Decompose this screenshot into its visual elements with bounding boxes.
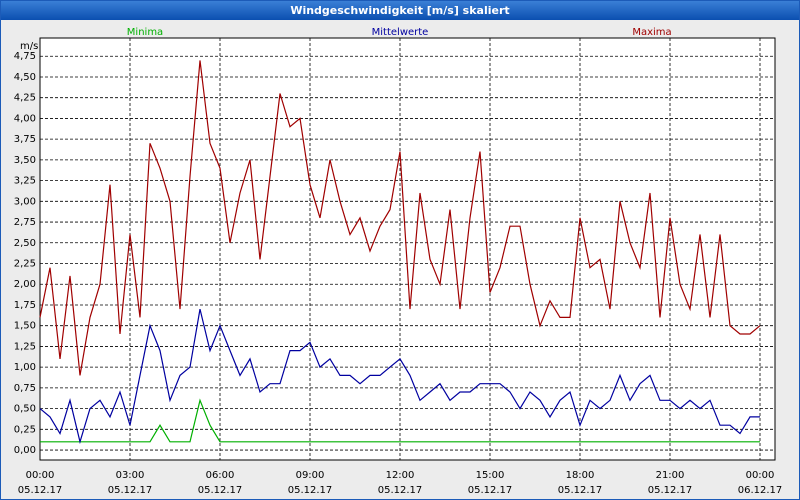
- y-tick-label: 3,25: [14, 176, 36, 187]
- x-tick-date: 06.12.17: [738, 485, 783, 496]
- y-tick-label: 2,00: [14, 279, 36, 290]
- y-tick-label: 4,75: [14, 51, 36, 62]
- chart-title: Windgeschwindigkeit [m/s] skaliert: [290, 4, 509, 17]
- y-tick-label: 4,25: [14, 93, 36, 104]
- series-line: [39, 308, 760, 445]
- x-tick-date: 05.12.17: [468, 485, 513, 496]
- y-axis-label: m/s: [20, 41, 38, 52]
- x-tick-label: 00:00: [746, 470, 775, 481]
- x-tick-date: 05.12.17: [288, 485, 333, 496]
- y-tick-label: 0,25: [14, 424, 36, 435]
- x-tick-label: 15:00: [476, 470, 505, 481]
- legend-label: Mittelwerte: [372, 27, 429, 38]
- x-tick-label: 12:00: [386, 470, 415, 481]
- y-tick-label: 1,00: [14, 362, 36, 373]
- x-tick-date: 05.12.17: [648, 485, 693, 496]
- y-tick-label: 0,00: [14, 445, 36, 456]
- plot-area: [39, 37, 776, 461]
- x-tick-date: 05.12.17: [558, 485, 603, 496]
- x-tick-date: 05.12.17: [108, 485, 153, 496]
- y-tick-label: 2,25: [14, 259, 36, 270]
- y-tick-label: 1,25: [14, 341, 36, 352]
- x-tick-label: 00:00: [26, 470, 55, 481]
- y-tick-label: 1,50: [14, 321, 36, 332]
- y-tick-label: 3,00: [14, 196, 36, 207]
- y-tick-label: 4,00: [14, 113, 36, 124]
- x-tick-date: 05.12.17: [378, 485, 423, 496]
- y-tick-label: 1,75: [14, 300, 36, 311]
- x-tick-label: 18:00: [566, 470, 595, 481]
- x-tick-date: 05.12.17: [18, 485, 63, 496]
- y-tick-label: 4,50: [14, 72, 36, 83]
- series-line: [40, 398, 760, 443]
- y-tick-label: 3,50: [14, 155, 36, 166]
- y-tick-label: 2,50: [14, 238, 36, 249]
- y-tick-label: 2,75: [14, 217, 36, 228]
- y-tick-label: 3,75: [14, 134, 36, 145]
- x-tick-label: 21:00: [656, 470, 685, 481]
- legend-label: Minima: [127, 27, 163, 38]
- x-tick-label: 06:00: [206, 470, 235, 481]
- title-bar: [1, 1, 799, 20]
- series-line: [39, 60, 761, 376]
- x-tick-label: 03:00: [116, 470, 145, 481]
- x-tick-date: 05.12.17: [198, 485, 243, 496]
- y-tick-label: 0,50: [14, 404, 36, 415]
- legend-label: Maxima: [632, 27, 671, 38]
- y-tick-label: 0,75: [14, 383, 36, 394]
- x-tick-label: 09:00: [296, 470, 325, 481]
